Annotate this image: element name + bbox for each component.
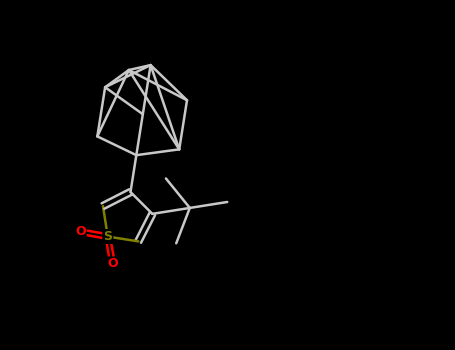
Text: O: O [107, 258, 118, 271]
Text: O: O [75, 225, 86, 238]
Text: S: S [103, 230, 112, 243]
